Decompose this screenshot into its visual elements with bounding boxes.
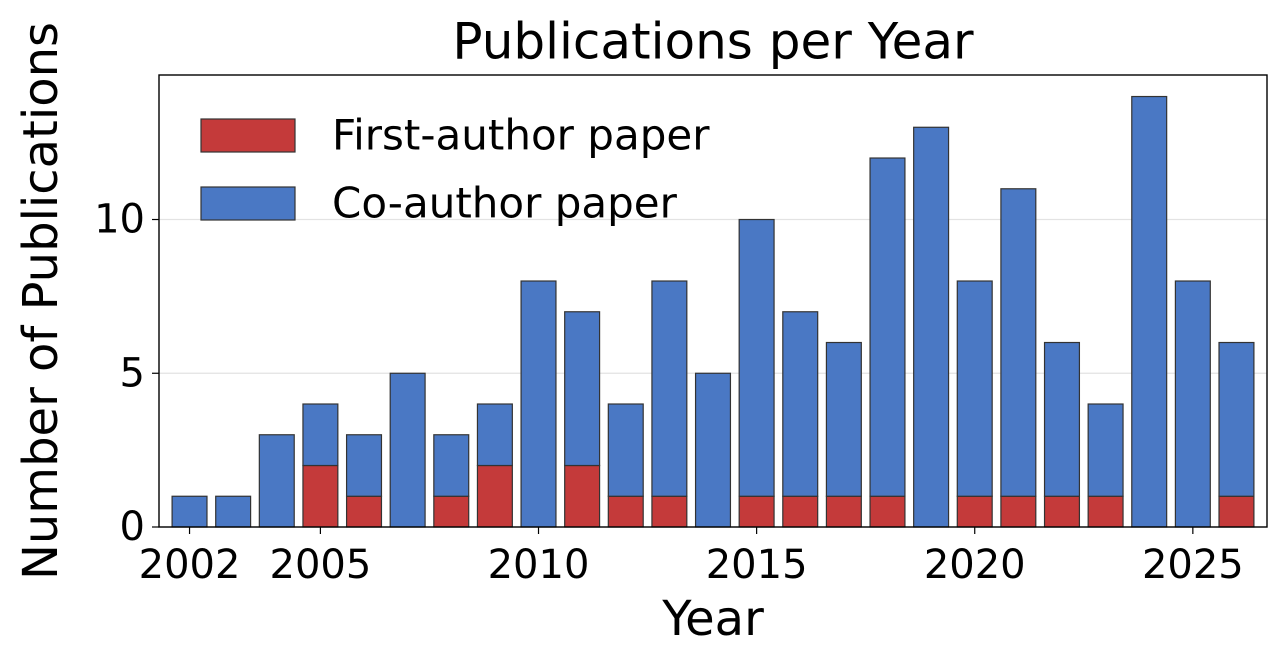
bar: [869, 157, 906, 497]
bar: [1131, 95, 1168, 528]
bar: [825, 495, 862, 528]
legend-label: Co-author paper: [332, 179, 678, 228]
bar: [345, 495, 383, 528]
bar: [1043, 341, 1081, 497]
bar: [520, 280, 557, 528]
bar: [825, 341, 862, 497]
bar: [1218, 495, 1255, 528]
bar: [1087, 403, 1124, 497]
x-tick-label: 2015: [706, 542, 808, 588]
bar: [1087, 495, 1124, 528]
bar: [433, 434, 470, 497]
bar: [869, 495, 906, 528]
bar: [651, 495, 688, 528]
x-tick-label: 2002: [139, 542, 241, 588]
bar: [782, 495, 819, 528]
bar: [564, 464, 601, 528]
bar: [302, 403, 339, 467]
bar: [564, 311, 601, 467]
bar: [345, 434, 383, 497]
bar: [694, 372, 732, 528]
legend-label: First-author paper: [332, 111, 710, 160]
plot-frame: [158, 74, 1268, 528]
bar: [913, 126, 950, 528]
bar: [956, 280, 993, 497]
bar: [1218, 341, 1255, 497]
bar: [433, 495, 470, 528]
y-tick-label: 0: [120, 504, 145, 550]
bar: [738, 495, 775, 528]
bar: [389, 372, 426, 528]
y-tick-label: 10: [94, 197, 145, 243]
x-tick-label: 2005: [270, 542, 372, 588]
y-tick-label: 5: [120, 350, 145, 396]
chart-title: Publications per Year: [452, 13, 974, 71]
bar: [171, 495, 208, 528]
bar: [782, 311, 819, 497]
bar: [607, 495, 644, 528]
bar: [1000, 188, 1037, 497]
legend-swatch: [200, 118, 296, 153]
x-tick-label: 2020: [924, 542, 1026, 588]
bar: [1000, 495, 1037, 528]
bar: [1043, 495, 1081, 528]
bar: [215, 495, 252, 528]
bar: [1174, 280, 1211, 528]
y-axis-label: Number of Publications: [13, 22, 69, 580]
bar: [651, 280, 688, 497]
bar: [302, 464, 339, 528]
bar: [607, 403, 644, 497]
bar: [738, 218, 775, 497]
bar: [956, 495, 993, 528]
bar: [476, 464, 513, 528]
x-tick-label: 2010: [488, 542, 590, 588]
bar: [258, 434, 295, 528]
bar: [476, 403, 513, 467]
legend-swatch: [200, 186, 296, 221]
x-tick-label: 2025: [1142, 542, 1244, 588]
x-axis-label: Year: [661, 591, 764, 647]
